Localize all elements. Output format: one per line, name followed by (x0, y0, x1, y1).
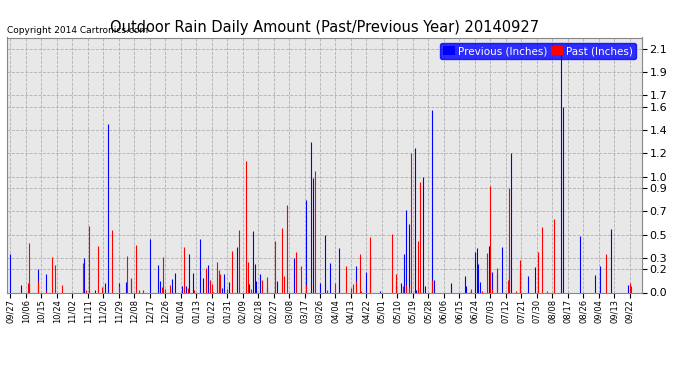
Title: Outdoor Rain Daily Amount (Past/Previous Year) 20140927: Outdoor Rain Daily Amount (Past/Previous… (110, 20, 539, 35)
Text: Copyright 2014 Cartronics.com: Copyright 2014 Cartronics.com (7, 26, 148, 35)
Legend: Previous (Inches), Past (Inches): Previous (Inches), Past (Inches) (440, 43, 636, 59)
